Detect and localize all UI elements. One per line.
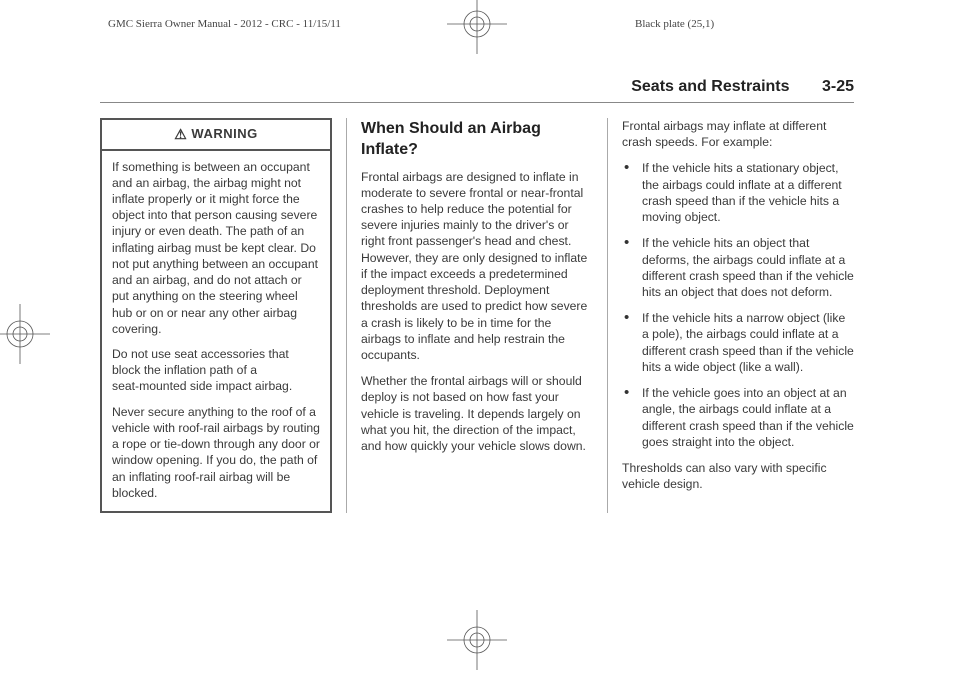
- warning-paragraph: Do not use seat accessories that block t…: [112, 346, 320, 395]
- warning-paragraph: If something is between an occupant and …: [112, 159, 320, 337]
- manual-id: GMC Sierra Owner Manual - 2012 - CRC - 1…: [108, 18, 341, 30]
- warning-body: If something is between an occupant and …: [102, 151, 330, 511]
- list-item: If the vehicle hits a narrow object (lik…: [622, 310, 854, 375]
- body-paragraph: Thresholds can also vary with specific v…: [622, 460, 854, 492]
- body-paragraph: Frontal airbags are designed to inflate …: [361, 169, 593, 364]
- registration-mark-left: [0, 304, 50, 364]
- printer-header: GMC Sierra Owner Manual - 2012 - CRC - 1…: [0, 18, 954, 30]
- column-1: ⚠ WARNING If something is between an occ…: [100, 118, 332, 513]
- page-number: 3-25: [822, 78, 854, 95]
- crosshair-icon: [447, 610, 507, 670]
- body-paragraph: Frontal airbags may inflate at different…: [622, 118, 854, 150]
- section-heading: When Should an Airbag Inflate?: [361, 118, 593, 161]
- column-3: Frontal airbags may inflate at different…: [607, 118, 854, 513]
- section-title: Seats and Restraints: [631, 78, 789, 95]
- warning-label: WARNING: [191, 126, 257, 141]
- content-columns: ⚠ WARNING If something is between an occ…: [100, 118, 854, 513]
- warning-paragraph: Never secure anything to the roof of a v…: [112, 404, 320, 501]
- column-2: When Should an Airbag Inflate? Frontal a…: [346, 118, 593, 513]
- warning-title: ⚠ WARNING: [102, 120, 330, 151]
- registration-mark-top: [447, 0, 507, 54]
- bullet-list: If the vehicle hits a stationary object,…: [622, 160, 854, 450]
- page-header: Seats and Restraints 3-25: [631, 78, 854, 96]
- crosshair-icon: [0, 304, 50, 364]
- header-rule: [100, 102, 854, 103]
- warning-triangle-icon: ⚠: [174, 126, 187, 142]
- body-paragraph: Whether the frontal airbags will or shou…: [361, 373, 593, 454]
- crosshair-icon: [447, 0, 507, 54]
- list-item: If the vehicle hits an object that defor…: [622, 235, 854, 300]
- list-item: If the vehicle hits a stationary object,…: [622, 160, 854, 225]
- registration-mark-bottom: [447, 610, 507, 670]
- list-item: If the vehicle goes into an object at an…: [622, 385, 854, 450]
- plate-label: Black plate (25,1): [635, 18, 714, 30]
- warning-box: ⚠ WARNING If something is between an occ…: [100, 118, 332, 513]
